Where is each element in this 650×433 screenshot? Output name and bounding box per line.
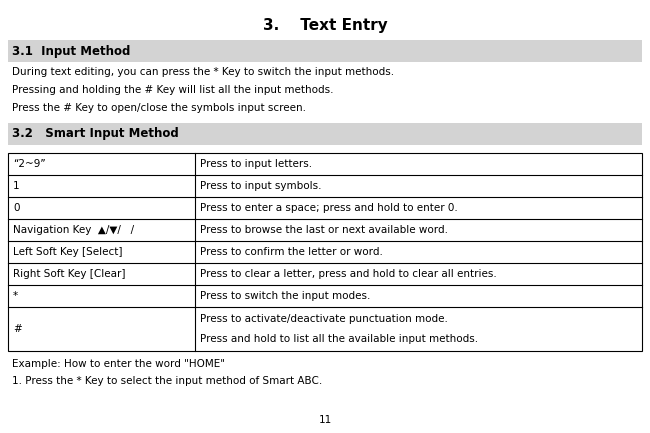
Text: 1: 1 [13, 181, 20, 191]
Text: 1. Press the * Key to select the input method of Smart ABC.: 1. Press the * Key to select the input m… [12, 376, 322, 386]
Text: Left Soft Key [Select]: Left Soft Key [Select] [13, 247, 122, 257]
Text: Pressing and holding the # Key will list all the input methods.: Pressing and holding the # Key will list… [12, 85, 333, 95]
Text: “2~9”: “2~9” [13, 159, 46, 169]
Text: Press to browse the last or next available word.: Press to browse the last or next availab… [200, 225, 448, 235]
Text: *: * [13, 291, 18, 301]
Text: Example: How to enter the word "HOME": Example: How to enter the word "HOME" [12, 359, 225, 369]
Text: 3.2   Smart Input Method: 3.2 Smart Input Method [12, 127, 179, 140]
Text: Press to activate/deactivate punctuation mode.: Press to activate/deactivate punctuation… [200, 314, 448, 324]
Text: Press and hold to list all the available input methods.: Press and hold to list all the available… [200, 334, 478, 344]
Bar [8, 123, 642, 145]
Text: Press to input symbols.: Press to input symbols. [200, 181, 322, 191]
Bar [8, 40, 642, 62]
Text: 3.1  Input Method: 3.1 Input Method [12, 45, 131, 58]
Text: Press to switch the input modes.: Press to switch the input modes. [200, 291, 370, 301]
Text: During text editing, you can press the * Key to switch the input methods.: During text editing, you can press the *… [12, 67, 394, 77]
Text: Press to confirm the letter or word.: Press to confirm the letter or word. [200, 247, 383, 257]
Bar [8, 153, 642, 351]
Text: 11: 11 [318, 415, 332, 425]
Text: Press to input letters.: Press to input letters. [200, 159, 312, 169]
Text: Navigation Key  ▲/▼/   /: Navigation Key ▲/▼/ / [13, 225, 134, 235]
Text: 0: 0 [13, 203, 20, 213]
Text: Press to enter a space; press and hold to enter 0.: Press to enter a space; press and hold t… [200, 203, 458, 213]
Text: 3.    Text Entry: 3. Text Entry [263, 18, 387, 33]
Text: Press to clear a letter, press and hold to clear all entries.: Press to clear a letter, press and hold … [200, 269, 497, 279]
Text: Press the # Key to open/close the symbols input screen.: Press the # Key to open/close the symbol… [12, 103, 306, 113]
Text: #: # [13, 324, 21, 334]
Text: Right Soft Key [Clear]: Right Soft Key [Clear] [13, 269, 125, 279]
